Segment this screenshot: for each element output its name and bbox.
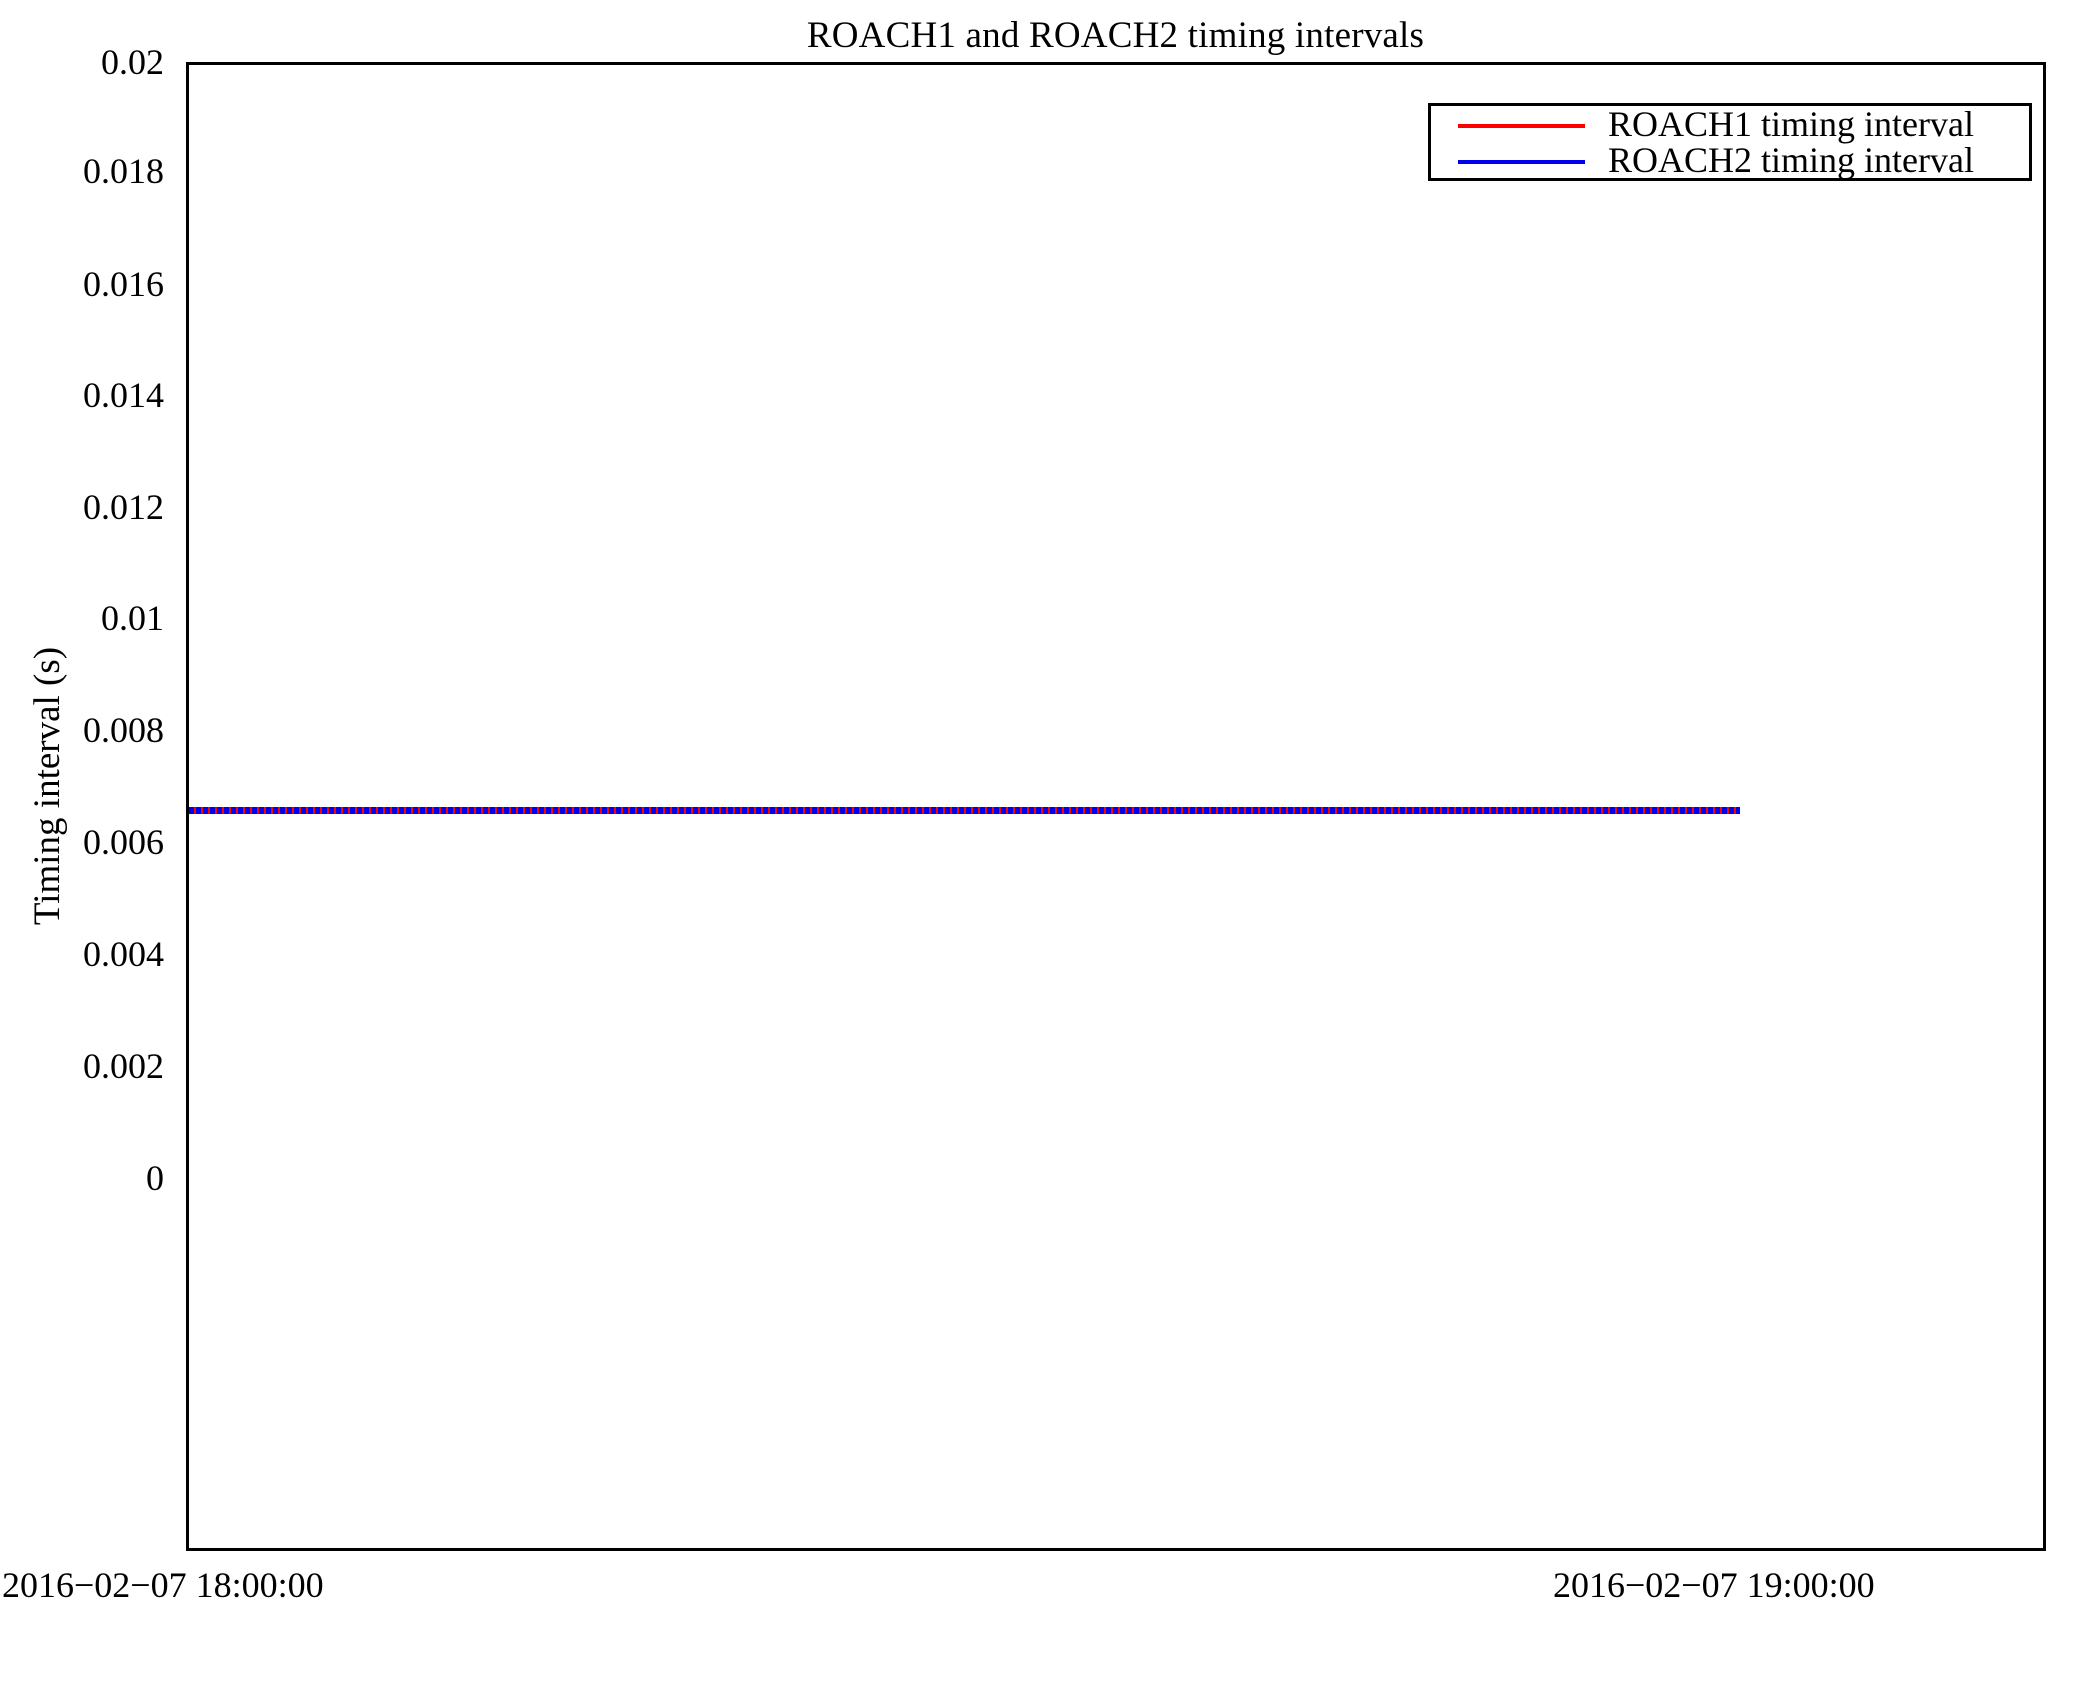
legend-swatch-roach2 — [1458, 160, 1585, 164]
series-line-roach2 — [189, 806, 1741, 814]
y-tick-label: 0.018 — [83, 151, 164, 191]
y-tick-label: 0.008 — [83, 710, 164, 750]
y-axis-label: Timing interval (s) — [27, 646, 68, 926]
y-tick-label: 0.016 — [83, 264, 164, 304]
y-tick-label: 0.01 — [101, 598, 164, 638]
legend-label-roach2: ROACH2 timing interval — [1608, 140, 1974, 180]
legend-label-roach1: ROACH1 timing interval — [1608, 104, 1974, 144]
legend-entry-roach2: ROACH2 timing interval — [1431, 140, 2029, 181]
x-tick-label: 2016−02−07 19:00:00 — [1553, 1565, 1875, 1605]
y-tick-label: 0.02 — [101, 42, 164, 82]
y-tick-label: 0 — [146, 1158, 164, 1198]
x-tick-label: 2016−02−07 18:00:00 — [2, 1565, 324, 1605]
y-tick-label: 0.014 — [83, 375, 164, 415]
chart-title-text: ROACH1 and ROACH2 timing intervals — [806, 15, 1425, 56]
y-tick-label: 0.012 — [83, 487, 164, 527]
y-tick-label: 0.004 — [83, 934, 164, 974]
plot-area — [186, 62, 2046, 1551]
legend: ROACH1 timing interval ROACH2 timing int… — [1428, 103, 2032, 181]
chart-title: ROACH1 and ROACH2 timing intervals — [0, 14, 2075, 58]
legend-entry-roach1: ROACH1 timing interval — [1431, 104, 2029, 145]
y-tick-label: 0.002 — [83, 1046, 164, 1086]
legend-swatch-roach1 — [1458, 124, 1585, 128]
y-tick-label: 0.006 — [83, 822, 164, 862]
plot-inner — [189, 65, 2043, 1548]
